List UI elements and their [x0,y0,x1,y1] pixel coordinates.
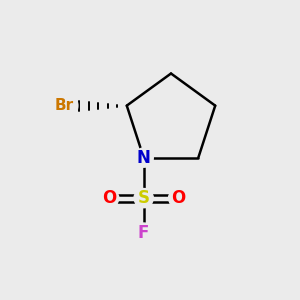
Circle shape [100,188,119,208]
Circle shape [51,92,78,119]
Text: O: O [102,189,116,207]
Text: F: F [138,224,149,242]
Text: O: O [171,189,185,207]
Text: Br: Br [55,98,74,113]
Circle shape [134,188,153,208]
Text: N: N [137,148,151,166]
Circle shape [134,223,153,242]
Text: S: S [138,189,150,207]
Circle shape [169,188,188,208]
Circle shape [134,148,153,167]
